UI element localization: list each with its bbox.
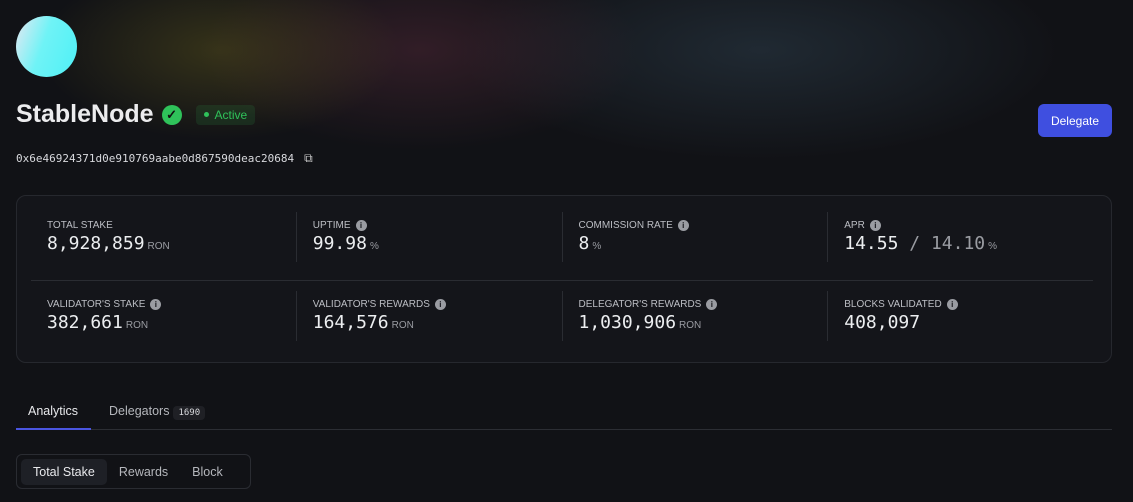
tab-bar: Analytics Delegators 1690 [16, 395, 1112, 430]
segment-total-stake[interactable]: Total Stake [21, 458, 107, 485]
stat-label: APR [844, 220, 865, 231]
tab-delegators[interactable]: Delegators 1690 [97, 395, 217, 430]
info-icon[interactable]: i [946, 299, 958, 310]
stat-unit: % [369, 241, 379, 252]
tab-label: Delegators [109, 404, 170, 418]
stat-label: VALIDATOR'S STAKE [47, 299, 146, 310]
stat-value: 164,576 [312, 312, 389, 333]
info-icon[interactable]: i [355, 220, 367, 231]
stat-value: 382,661 [47, 312, 123, 333]
stat-unit: RON [391, 320, 414, 331]
stat-validator-stake: VALIDATOR'S STAKE i 382,661 RON [31, 291, 296, 341]
stat-total-stake: TOTAL STAKE 8,928,859 RON [31, 212, 296, 262]
stat-unit: % [988, 241, 998, 252]
stat-unit: RON [125, 320, 149, 331]
divider [31, 280, 1093, 281]
stat-commission-rate: COMMISSION RATE i 8% [561, 212, 828, 262]
segment-block[interactable]: Block [180, 459, 235, 485]
info-icon[interactable]: i [434, 299, 446, 310]
stat-label: TOTAL STAKE [47, 220, 113, 231]
stats-card: TOTAL STAKE 8,928,859 RON UPTIME i 99.98% CO… [16, 195, 1112, 363]
stat-value: 14.55 [844, 233, 899, 254]
stat-label: DELEGATOR'S REWARDS [578, 299, 702, 310]
validator-header: StableNode ✓ Active [16, 100, 256, 129]
stat-label: BLOCKS VALIDATED [844, 299, 942, 310]
tab-label: Analytics [28, 404, 79, 418]
stat-blocks-validated: BLOCKS VALIDATED i 408,097 [827, 291, 1093, 341]
address-text: 0x6e46924371d0e910769aabe0d867590deac206… [16, 152, 295, 165]
stat-label: COMMISSION RATE [578, 220, 673, 231]
stat-uptime: UPTIME i 99.98% [295, 212, 562, 262]
info-icon[interactable]: i [706, 299, 718, 310]
chart-type-selector: Total Stake Rewards Block [16, 454, 251, 489]
status-badge: Active [195, 104, 256, 125]
segment-rewards[interactable]: Rewards [107, 459, 180, 485]
stat-label: UPTIME [312, 220, 351, 231]
verified-check-icon: ✓ [161, 104, 182, 125]
stat-unit: RON [147, 241, 170, 252]
stat-value-secondary: 14.10 [930, 233, 986, 254]
status-text: Active [214, 107, 248, 122]
stat-delegator-rewards: DELEGATOR'S REWARDS i 1,030,906 RON [561, 291, 828, 341]
validator-name: StableNode [16, 100, 154, 128]
stat-value: 1,030,906 [578, 312, 677, 333]
tab-analytics[interactable]: Analytics [16, 395, 91, 430]
stat-unit: RON [679, 320, 702, 331]
info-icon[interactable]: i [150, 299, 162, 310]
info-icon[interactable]: i [677, 220, 689, 231]
validator-avatar [16, 16, 77, 77]
stat-value: 99.98 [312, 233, 367, 254]
stat-validator-rewards: VALIDATOR'S REWARDS i 164,576 RON [295, 291, 562, 341]
stat-unit: % [592, 241, 602, 252]
status-dot-icon [203, 112, 209, 117]
stat-apr: APR i 14.55 / 14.10% [827, 212, 1093, 262]
stat-value: 408,097 [844, 312, 921, 333]
stat-label: VALIDATOR'S REWARDS [312, 299, 430, 310]
validator-address: 0x6e46924371d0e910769aabe0d867590deac206… [16, 151, 313, 166]
delegate-button[interactable]: Delegate [1038, 104, 1112, 137]
delegators-count-badge: 1690 [173, 406, 206, 420]
copy-icon[interactable]: ⧉ [304, 151, 313, 165]
stat-value: 8 [578, 233, 590, 254]
info-icon[interactable]: i [869, 220, 881, 231]
stat-value: 8,928,859 [47, 233, 145, 254]
